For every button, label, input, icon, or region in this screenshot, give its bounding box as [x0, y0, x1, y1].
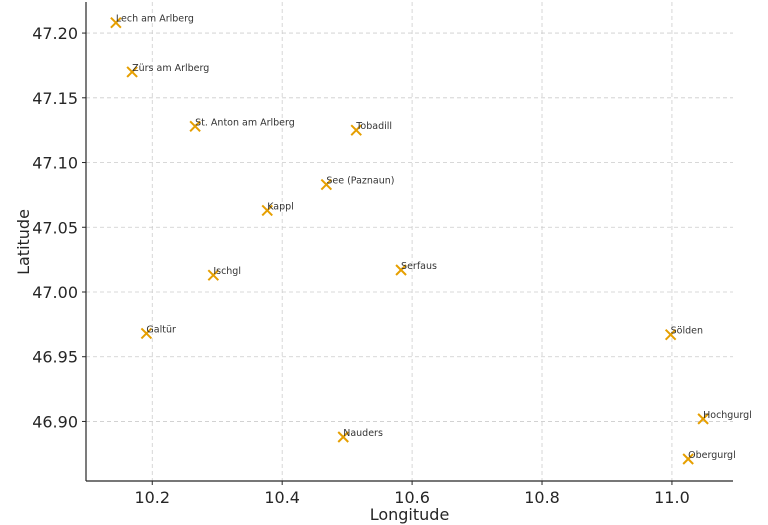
x-marker-stroke	[697, 413, 709, 425]
grid-lines	[86, 2, 733, 481]
y-axis-label: Latitude	[14, 209, 33, 275]
x-axis-label: Longitude	[370, 505, 450, 524]
x-tick-label: 10.8	[524, 488, 560, 507]
data-point: Serfaus	[395, 261, 437, 276]
point-label: Sölden	[671, 326, 703, 337]
x-marker-stroke	[664, 329, 677, 341]
point-label: Serfaus	[401, 261, 437, 272]
data-point: Sölden	[664, 326, 703, 341]
x-tick-label: 11.0	[654, 488, 690, 507]
data-point: Ischgl	[207, 266, 241, 281]
x-marker-stroke	[189, 120, 201, 132]
data-point: Nauders	[337, 428, 383, 443]
axes-spines	[85, 2, 733, 482]
y-tick-label: 47.05	[32, 218, 78, 237]
x-marker-stroke	[110, 17, 122, 29]
y-tick-label: 47.20	[32, 24, 78, 43]
y-tick-label: 47.00	[32, 283, 78, 302]
x-marker-stroke	[320, 178, 333, 191]
point-label: Hochgurgl	[703, 410, 752, 421]
x-marker-stroke	[126, 66, 138, 78]
data-point: St. Anton am Arlberg	[189, 117, 295, 132]
data-point: Obergurgl	[682, 450, 736, 465]
x-marker-stroke	[140, 327, 153, 340]
data-point: Kappl	[261, 201, 294, 217]
point-label: Tobadill	[355, 121, 392, 132]
point-label: Obergurgl	[688, 450, 736, 461]
x-marker-stroke	[261, 204, 273, 217]
data-point: Zürs am Arlberg	[126, 63, 209, 78]
point-label: Galtür	[146, 324, 176, 335]
ticks: 10.2 10.4 10.6 10.8 11.0 46.90 46.95 47.00 47.05…	[32, 24, 690, 507]
x-marker-stroke	[682, 453, 694, 465]
x-marker-stroke	[337, 431, 349, 443]
x-marker-stroke	[350, 124, 362, 136]
point-label: Nauders	[343, 428, 383, 439]
y-tick-label: 46.95	[32, 348, 78, 367]
point-label: Lech am Arlberg	[116, 14, 194, 25]
x-marker-stroke	[395, 264, 407, 276]
data-point: Hochgurgl	[697, 410, 752, 425]
point-label: St. Anton am Arlberg	[195, 117, 295, 128]
y-tick-label: 47.10	[32, 154, 78, 173]
data-point: See (Paznaun)	[320, 176, 395, 191]
point-label: Zürs am Arlberg	[132, 63, 209, 74]
point-label: Kappl	[267, 201, 294, 212]
data-points: Lech am Arlberg Zürs am Arlberg St. Anton …	[110, 14, 752, 465]
x-tick-label: 10.6	[394, 488, 430, 507]
point-label: See (Paznaun)	[326, 176, 394, 187]
data-point: Tobadill	[350, 121, 392, 136]
x-tick-label: 10.2	[134, 488, 170, 507]
x-tick-label: 10.4	[264, 488, 300, 507]
y-tick-label: 47.15	[32, 89, 78, 108]
data-point: Galtür	[140, 324, 176, 340]
y-tick-label: 46.90	[32, 412, 78, 431]
data-point: Lech am Arlberg	[110, 14, 194, 29]
point-label: Ischgl	[213, 266, 241, 277]
x-marker-stroke	[207, 269, 220, 281]
